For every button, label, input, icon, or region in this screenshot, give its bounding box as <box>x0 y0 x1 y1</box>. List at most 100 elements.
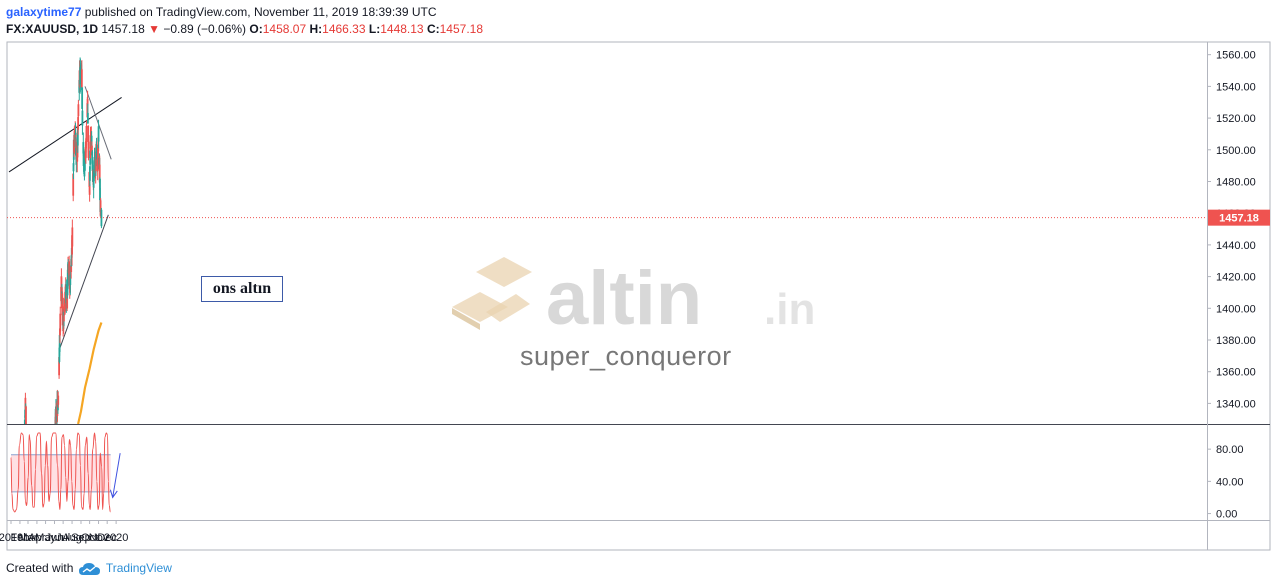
candle-body <box>57 395 60 405</box>
candle-body <box>54 426 56 444</box>
candle-body <box>86 98 89 106</box>
candle-body <box>69 274 72 286</box>
time-tick-label: Aug <box>62 532 82 544</box>
time-tick-label: Mar <box>19 532 38 544</box>
price-tick-label: 1420.00 <box>1216 272 1256 284</box>
oscillator-axis[interactable]: 0.00 40.00 80.00 <box>1207 444 1244 521</box>
time-axis[interactable]: 2019FebMarAprMayJunJulAugSepOctNovDec202… <box>0 520 128 544</box>
price-tick-label: 1540.00 <box>1216 81 1256 93</box>
candle-body <box>61 293 64 316</box>
candle-body <box>66 292 69 309</box>
candle-body <box>99 200 102 217</box>
published-text: published on TradingView.com, November 1… <box>84 5 437 19</box>
last-price-tag-label: 1457.18 <box>1219 213 1259 225</box>
candle-body <box>24 397 27 409</box>
last-price-tag-bg <box>1208 209 1270 226</box>
oscillator-tick-label: 0.00 <box>1216 509 1237 521</box>
candle-body <box>85 125 88 142</box>
publish-line: galaxytime77 published on TradingView.co… <box>6 5 437 19</box>
candle-body <box>91 145 93 154</box>
price-axis[interactable]: 1340.00 1360.00 1380.00 1400.00 1420.00 1440.… <box>1207 50 1256 411</box>
price-tick-label: 1380.00 <box>1216 335 1256 347</box>
open-label: O: <box>249 22 263 36</box>
candle-body <box>97 126 100 142</box>
candle-body <box>95 146 98 154</box>
candle-body <box>77 104 80 117</box>
created-with-text: Created with <box>6 561 74 575</box>
candle-body <box>76 127 79 146</box>
candle-body <box>58 334 61 352</box>
candle-body <box>87 125 90 142</box>
svg-text:altin: altin <box>546 256 702 341</box>
candle-body <box>80 69 83 88</box>
price-tick-label: 1560.00 <box>1216 50 1256 62</box>
symbol-label: FX:XAUUSD, 1D <box>6 22 99 36</box>
oscillator-tick-label: 80.00 <box>1216 444 1244 456</box>
candlesticks <box>23 57 103 444</box>
candle-body <box>72 173 75 196</box>
candle-body <box>72 163 75 172</box>
time-tick-label: Apr <box>28 532 45 544</box>
candle-body <box>66 269 69 289</box>
time-tick-label: Dec <box>97 532 117 544</box>
candle-body <box>98 164 101 183</box>
candle-body <box>59 313 62 332</box>
candle-body <box>73 135 76 152</box>
price-tick-label: 1360.00 <box>1216 367 1256 379</box>
tradingview-cloud-icon <box>78 562 100 575</box>
chart-frame <box>6 41 1271 551</box>
moving-average-line <box>77 322 103 424</box>
close-value: 1457.18 <box>439 22 484 36</box>
author-link[interactable]: galaxytime77 <box>6 5 82 19</box>
candle-body <box>83 154 86 177</box>
high-label: H: <box>309 22 323 36</box>
high-value: 1466.33 <box>322 22 366 36</box>
low-label: L: <box>368 22 381 36</box>
candle-body <box>88 184 91 195</box>
moving-average <box>77 322 103 424</box>
tradingview-link[interactable]: TradingView <box>105 561 172 575</box>
price-tick-label: 1480.00 <box>1216 176 1256 188</box>
candle-body <box>58 357 60 376</box>
candle-body <box>100 209 103 227</box>
open-value: 1458.07 <box>262 22 307 36</box>
altin-logo: altin .in <box>446 252 836 347</box>
oscillator <box>10 432 121 513</box>
candle-body <box>25 406 27 424</box>
candle-body <box>87 141 90 158</box>
ohlc-line: FX:XAUUSD, 1D 1457.18 ▼ −0.89 (−0.06%) O… <box>6 22 483 36</box>
time-tick-label: 2019 <box>0 532 23 544</box>
candle-body <box>91 160 94 171</box>
footer: Created with TradingView <box>6 561 172 576</box>
ons-altin-label[interactable]: ons altın <box>201 276 283 302</box>
altin-logo-mark: altin .in <box>452 256 815 341</box>
close-label: C: <box>426 22 440 36</box>
oscillator-line <box>10 432 111 513</box>
oscillator-tick-label: 40.00 <box>1216 476 1244 488</box>
candle-body <box>71 227 74 247</box>
time-tick-label: Feb <box>10 532 29 544</box>
time-tick-label: May <box>35 532 56 544</box>
trendline-1 <box>8 97 122 173</box>
change-value: −0.89 (−0.06%) <box>163 22 247 36</box>
down-triangle-icon: ▼ <box>148 22 160 36</box>
annotation-arrow <box>112 453 121 498</box>
annotation-arrow-head <box>109 489 118 499</box>
svg-text:.in: .in <box>764 285 815 334</box>
price-tick-label: 1340.00 <box>1216 398 1256 410</box>
candle-body <box>81 110 84 126</box>
price-tick-label: 1400.00 <box>1216 303 1256 315</box>
time-tick-label: Jun <box>46 532 64 544</box>
candle-body <box>70 255 73 267</box>
price-tick-label: 1500.00 <box>1216 145 1256 157</box>
last-price-tag: 1457.18 <box>1208 209 1270 226</box>
time-tick-label: Nov <box>89 532 109 544</box>
price-tick-label: 1520.00 <box>1216 113 1256 125</box>
time-tick-label: 2020 <box>104 532 128 544</box>
last-price: 1457.18 <box>101 22 145 36</box>
candle-body <box>86 112 89 124</box>
candle-body <box>89 166 91 181</box>
candle-body <box>81 87 84 109</box>
price-tick-label: 1440.00 <box>1216 240 1256 252</box>
